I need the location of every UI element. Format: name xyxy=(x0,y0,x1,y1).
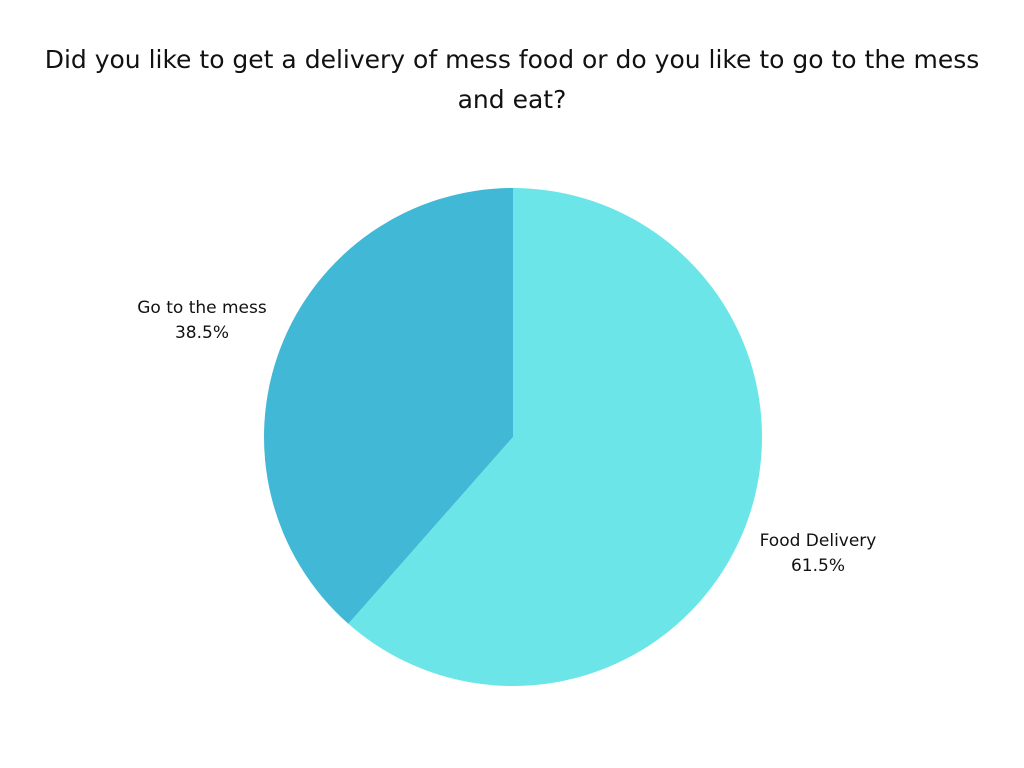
pie-slice-go-to-the-mess xyxy=(264,187,513,624)
slice-label-name: Go to the mess xyxy=(137,298,267,318)
pie-slice-food-delivery xyxy=(348,188,762,686)
slice-label-food-delivery: Food Delivery 61.5% xyxy=(718,529,918,579)
slice-label-name: Food Delivery xyxy=(759,531,877,551)
slice-label-value: 38.5% xyxy=(174,323,229,343)
slice-label-go-to-the-mess: Go to the mess 38.5% xyxy=(102,296,302,346)
slice-label-value: 61.5% xyxy=(790,556,845,576)
chart-title: Did you like to get a delivery of mess f… xyxy=(44,45,980,114)
